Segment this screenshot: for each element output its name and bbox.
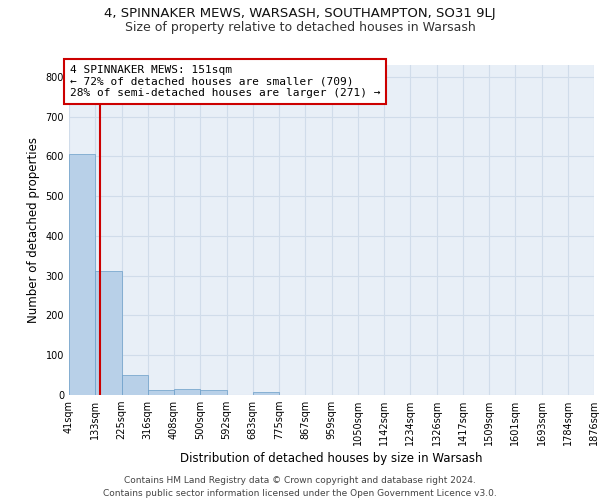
Bar	[122, 375, 148, 395]
X-axis label: Distribution of detached houses by size in Warsash: Distribution of detached houses by size …	[180, 452, 483, 465]
Text: Size of property relative to detached houses in Warsash: Size of property relative to detached ho…	[125, 22, 475, 35]
Bar	[174, 390, 200, 395]
Text: 4, SPINNAKER MEWS, WARSASH, SOUTHAMPTON, SO31 9LJ: 4, SPINNAKER MEWS, WARSASH, SOUTHAMPTON,…	[104, 8, 496, 20]
Text: 4 SPINNAKER MEWS: 151sqm
← 72% of detached houses are smaller (709)
28% of semi-: 4 SPINNAKER MEWS: 151sqm ← 72% of detach…	[70, 65, 380, 98]
Bar	[253, 392, 279, 395]
Bar	[69, 154, 95, 395]
Y-axis label: Number of detached properties: Number of detached properties	[27, 137, 40, 323]
Text: Contains HM Land Registry data © Crown copyright and database right 2024.
Contai: Contains HM Land Registry data © Crown c…	[103, 476, 497, 498]
Bar	[200, 390, 227, 395]
Bar	[95, 271, 121, 395]
Bar	[148, 390, 174, 395]
